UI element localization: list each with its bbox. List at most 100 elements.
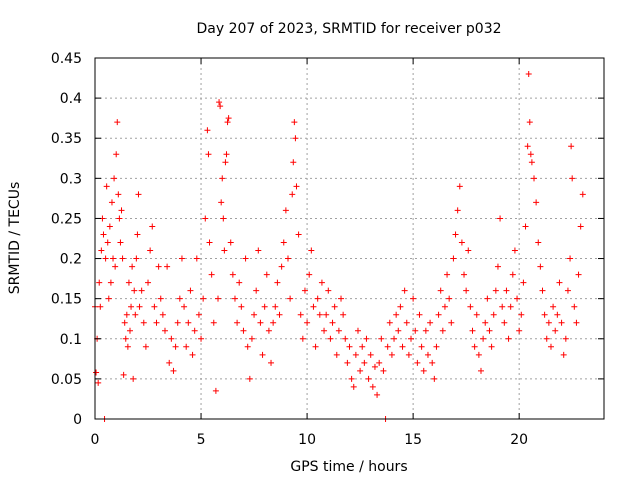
data-point	[527, 151, 534, 158]
data-point	[399, 343, 406, 350]
data-point	[318, 279, 325, 286]
data-point	[401, 287, 408, 294]
y-tick-label: 0.45	[51, 51, 82, 67]
data-point	[545, 319, 552, 326]
data-point	[215, 295, 222, 302]
data-point	[102, 255, 109, 262]
data-point	[531, 175, 538, 182]
data-point	[431, 375, 438, 382]
data-point	[342, 335, 349, 342]
data-point	[159, 311, 166, 318]
data-point	[255, 247, 262, 254]
x-tick-label: 20	[510, 432, 528, 448]
data-point	[397, 303, 404, 310]
y-tick-label: 0.25	[51, 211, 82, 227]
data-point	[304, 319, 311, 326]
data-point	[147, 247, 154, 254]
data-point	[511, 247, 518, 254]
data-point	[539, 287, 546, 294]
data-point	[103, 183, 110, 190]
data-point	[446, 295, 453, 302]
data-point	[191, 327, 198, 334]
data-point	[220, 215, 227, 222]
data-point	[205, 151, 212, 158]
data-point	[208, 271, 215, 278]
data-point	[221, 247, 228, 254]
data-point	[111, 175, 118, 182]
data-point	[494, 263, 501, 270]
data-point	[410, 295, 417, 302]
data-point	[97, 303, 104, 310]
data-point	[558, 319, 565, 326]
data-point	[416, 311, 423, 318]
data-point	[547, 343, 554, 350]
data-point	[187, 287, 194, 294]
data-point	[270, 319, 277, 326]
data-point	[138, 287, 145, 294]
data-point	[380, 367, 387, 374]
data-point	[571, 303, 578, 310]
data-point	[525, 71, 532, 78]
data-point	[473, 311, 480, 318]
data-point	[149, 223, 156, 230]
data-point	[528, 159, 535, 166]
data-point	[391, 335, 398, 342]
data-point	[168, 335, 175, 342]
data-point	[365, 375, 372, 382]
data-point	[567, 255, 574, 262]
data-point	[278, 263, 285, 270]
data-point	[202, 215, 209, 222]
data-point	[153, 319, 160, 326]
data-point	[140, 319, 147, 326]
data-point	[354, 327, 361, 334]
data-point	[448, 319, 455, 326]
data-point	[327, 335, 334, 342]
data-point	[395, 327, 402, 334]
data-point	[490, 311, 497, 318]
data-point	[403, 319, 410, 326]
data-point	[132, 311, 139, 318]
data-point	[185, 319, 192, 326]
data-point	[444, 271, 451, 278]
data-point	[200, 295, 207, 302]
data-point	[441, 303, 448, 310]
data-point	[113, 151, 120, 158]
data-point	[225, 115, 232, 122]
data-point	[568, 143, 575, 150]
data-point	[131, 287, 138, 294]
data-point	[577, 223, 584, 230]
data-point	[424, 351, 431, 358]
data-point	[98, 247, 105, 254]
data-point	[106, 223, 113, 230]
data-point	[155, 263, 162, 270]
data-point	[251, 311, 258, 318]
data-point	[482, 319, 489, 326]
data-point	[484, 295, 491, 302]
data-point	[393, 311, 400, 318]
data-point	[414, 359, 421, 366]
data-point	[292, 135, 299, 142]
data-point	[543, 335, 550, 342]
data-point	[242, 255, 249, 262]
y-tick-label: 0.2	[60, 252, 82, 268]
data-point	[121, 319, 128, 326]
data-point	[105, 295, 112, 302]
data-point	[480, 335, 487, 342]
data-point	[299, 335, 306, 342]
data-point	[166, 359, 173, 366]
data-point	[227, 239, 234, 246]
data-point	[369, 383, 376, 390]
data-point	[454, 207, 461, 214]
data-point	[456, 183, 463, 190]
data-point	[323, 311, 330, 318]
data-point	[514, 295, 521, 302]
data-point	[244, 343, 251, 350]
data-point	[268, 359, 275, 366]
data-point	[282, 207, 289, 214]
data-point	[569, 175, 576, 182]
data-point	[291, 119, 298, 126]
data-point	[104, 239, 111, 246]
data-point	[338, 295, 345, 302]
data-point	[420, 367, 427, 374]
data-point	[238, 303, 245, 310]
